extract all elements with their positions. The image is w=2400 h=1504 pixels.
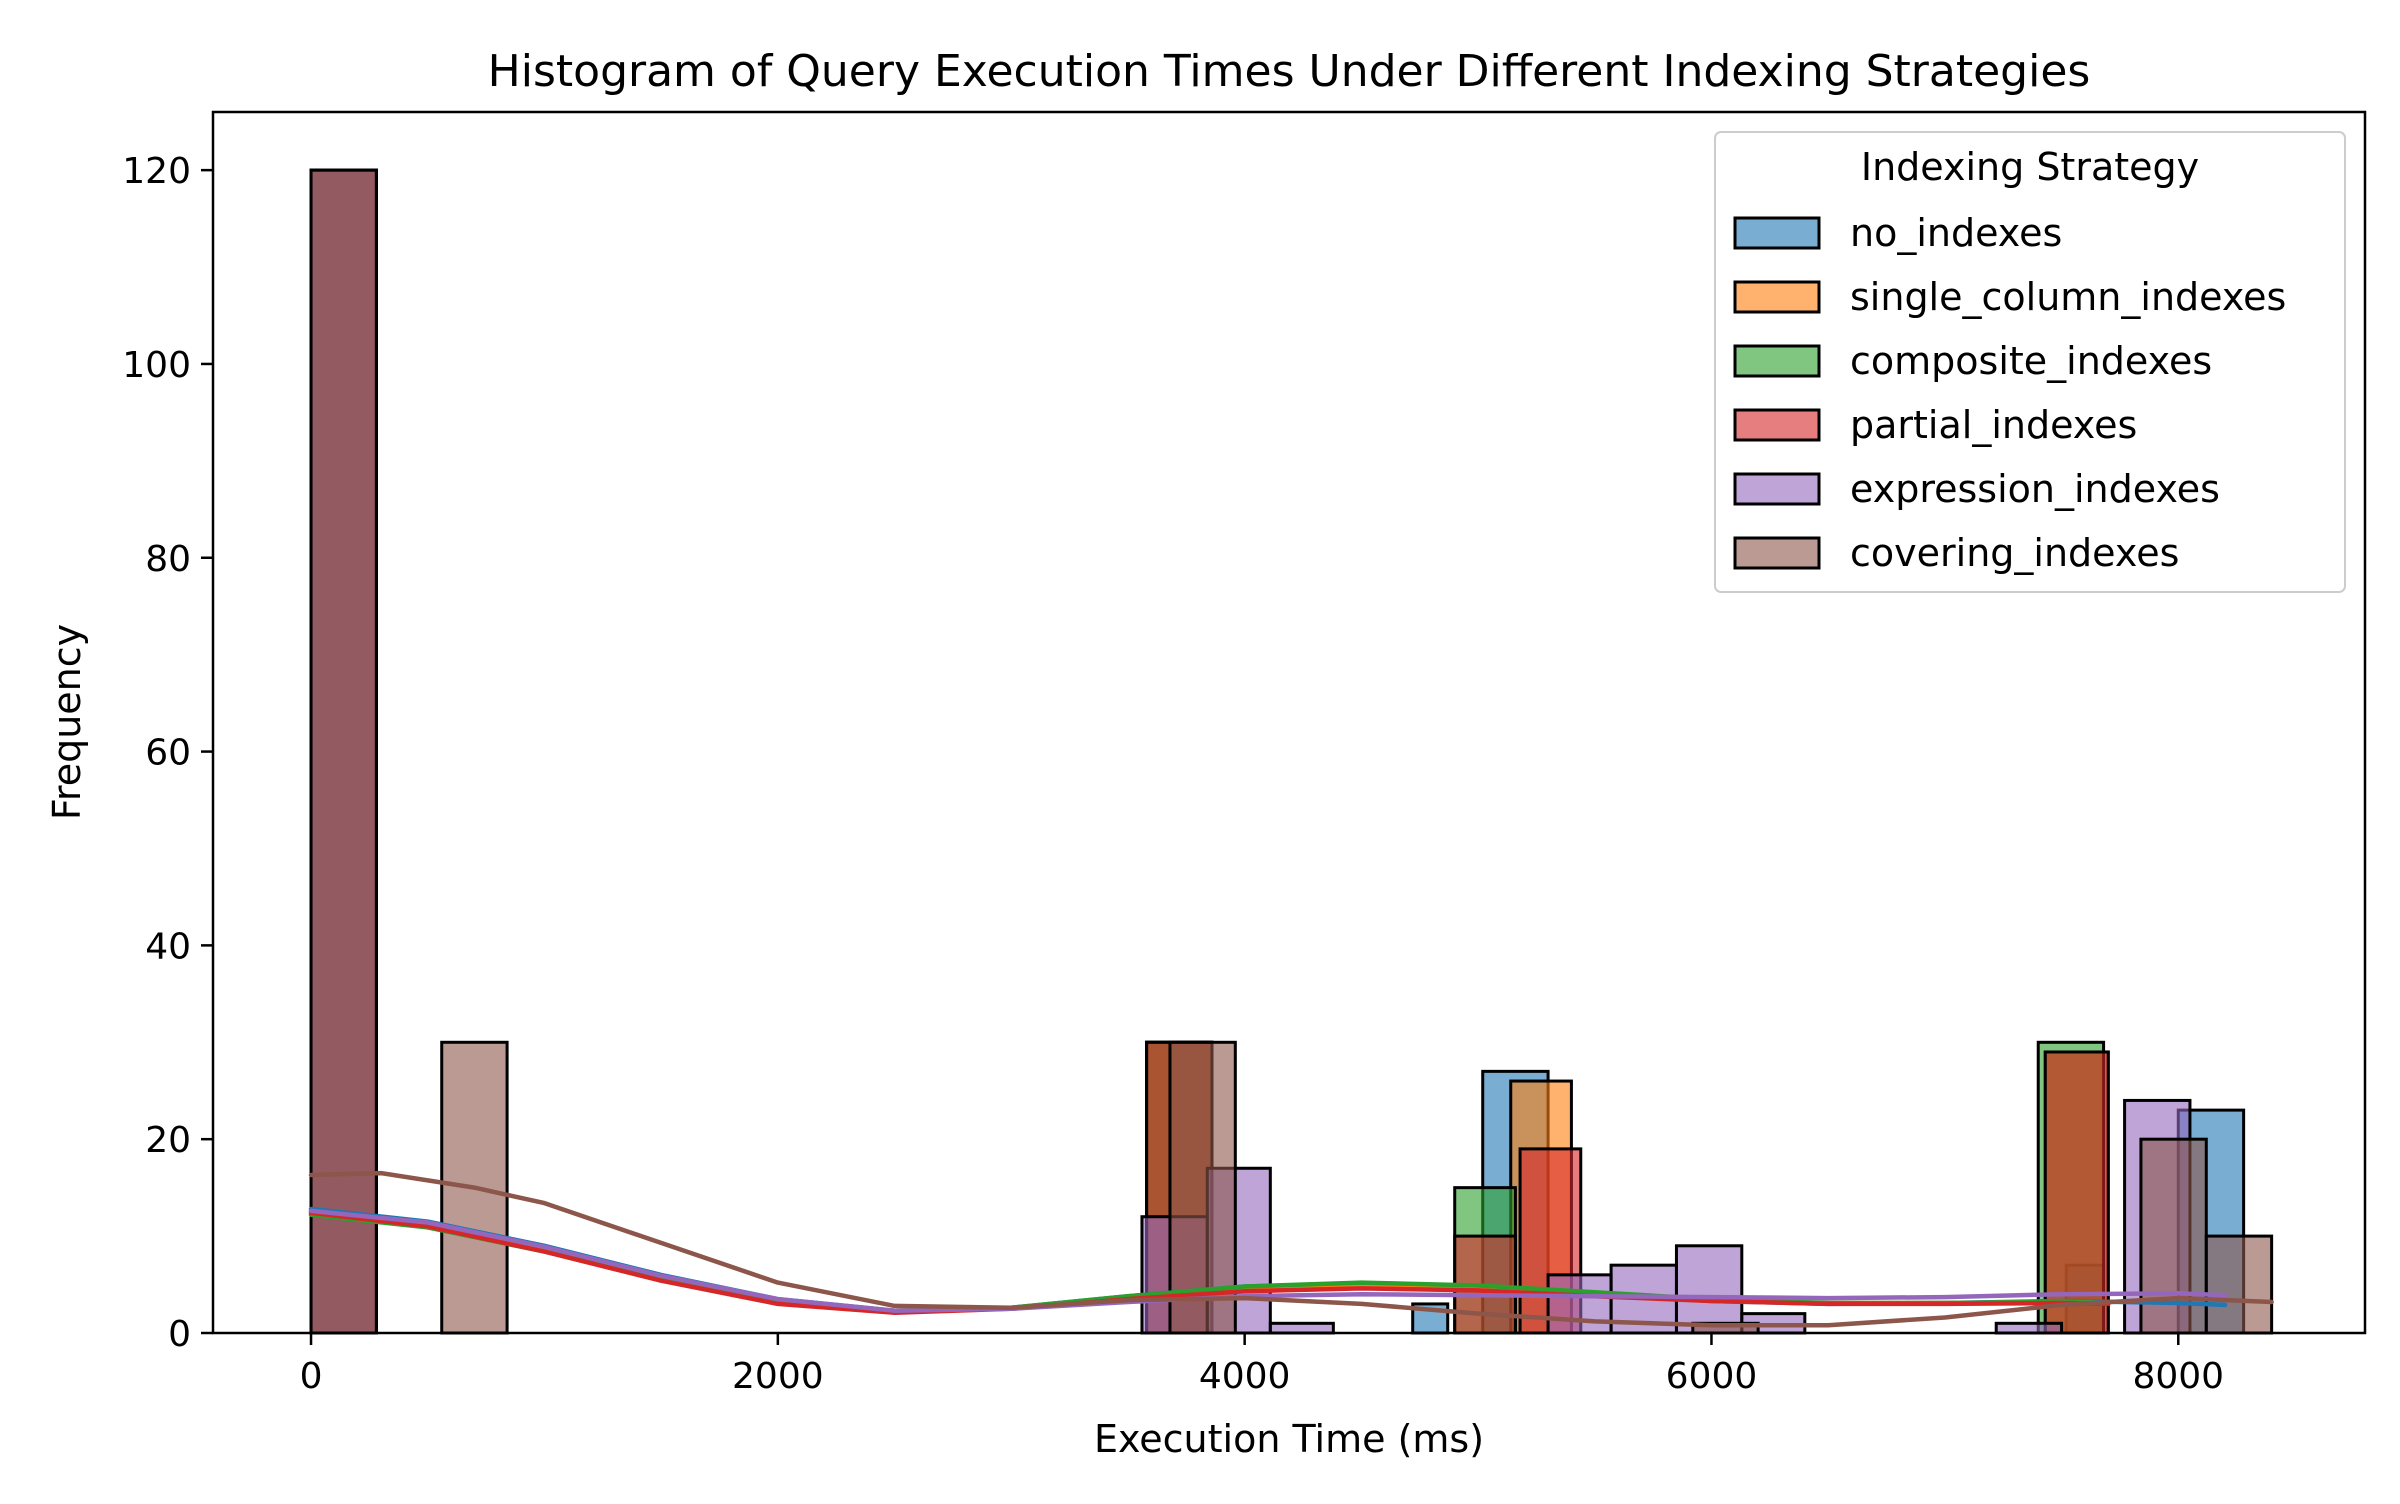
legend-item-covering_indexes: covering_indexes [1733, 531, 2179, 575]
y-axis-ticks: 0 20 40 60 80 100 120 [122, 151, 213, 1355]
legend-label: partial_indexes [1850, 403, 2137, 447]
legend-swatch [1733, 344, 1821, 378]
x-tick-label: 2000 [732, 1356, 824, 1397]
histogram-bar [1268, 1321, 1335, 1335]
y-tick-label: 40 [145, 926, 191, 967]
histogram-bar [2043, 1050, 2110, 1335]
legend-label: covering_indexes [1850, 531, 2179, 575]
legend-box [1714, 131, 2346, 593]
x-tick-label: 8000 [2132, 1356, 2224, 1397]
legend-item-single_column_indexes: single_column_indexes [1733, 275, 2286, 319]
plot-area-frame [211, 110, 2367, 1335]
legend-label: no_indexes [1850, 211, 2062, 255]
legend-title: Indexing Strategy [1861, 145, 2199, 189]
kde-line-covering_indexes [308, 1170, 2274, 1328]
legend-items: no_indexes single_column_indexes composite… [1733, 211, 2286, 575]
legend-swatch [1733, 408, 1821, 442]
y-tick-label: 0 [168, 1314, 191, 1355]
kde-line-expression_indexes [308, 1208, 2228, 1313]
legend-item-no_indexes: no_indexes [1733, 211, 2062, 255]
legend-swatch [1733, 280, 1821, 314]
y-tick-label: 100 [122, 345, 191, 386]
x-tick-label: 6000 [1666, 1356, 1758, 1397]
legend-item-composite_indexes: composite_indexes [1733, 339, 2212, 383]
kde-curves [308, 1170, 2274, 1328]
y-tick-label: 60 [145, 733, 191, 774]
legend: Indexing Strategy no_indexes single_colum… [1714, 131, 2346, 593]
x-tick-label: 4000 [1199, 1356, 1291, 1397]
legend-item-expression_indexes: expression_indexes [1733, 467, 2220, 511]
legend-swatch [1733, 216, 1821, 250]
x-axis-label: Execution Time (ms) [1094, 1417, 1484, 1461]
y-tick-label: 120 [122, 151, 191, 192]
histogram-bar [1168, 1040, 1237, 1335]
legend-swatch [1733, 472, 1821, 506]
legend-label: single_column_indexes [1850, 275, 2286, 319]
histogram-bar [2204, 1234, 2274, 1335]
histogram-bar [309, 168, 378, 1335]
y-axis-label: Frequency [45, 624, 89, 820]
y-tick-label: 80 [145, 539, 191, 580]
kde-line-partial_indexes [308, 1210, 2111, 1315]
legend-swatch [1733, 536, 1821, 570]
histogram-bar [1674, 1244, 1744, 1335]
legend-label: expression_indexes [1850, 467, 2220, 511]
legend-item-partial_indexes: partial_indexes [1733, 403, 2137, 447]
histogram-bar [1994, 1321, 2064, 1335]
y-tick-label: 20 [145, 1120, 191, 1161]
legend-label: composite_indexes [1850, 339, 2212, 383]
chart-title: Histogram of Query Execution Times Under… [488, 46, 2091, 97]
histogram-bar [1546, 1273, 1613, 1335]
x-axis-ticks: 0 2000 4000 6000 8000 [300, 1333, 2224, 1397]
x-tick-label: 0 [300, 1356, 323, 1397]
